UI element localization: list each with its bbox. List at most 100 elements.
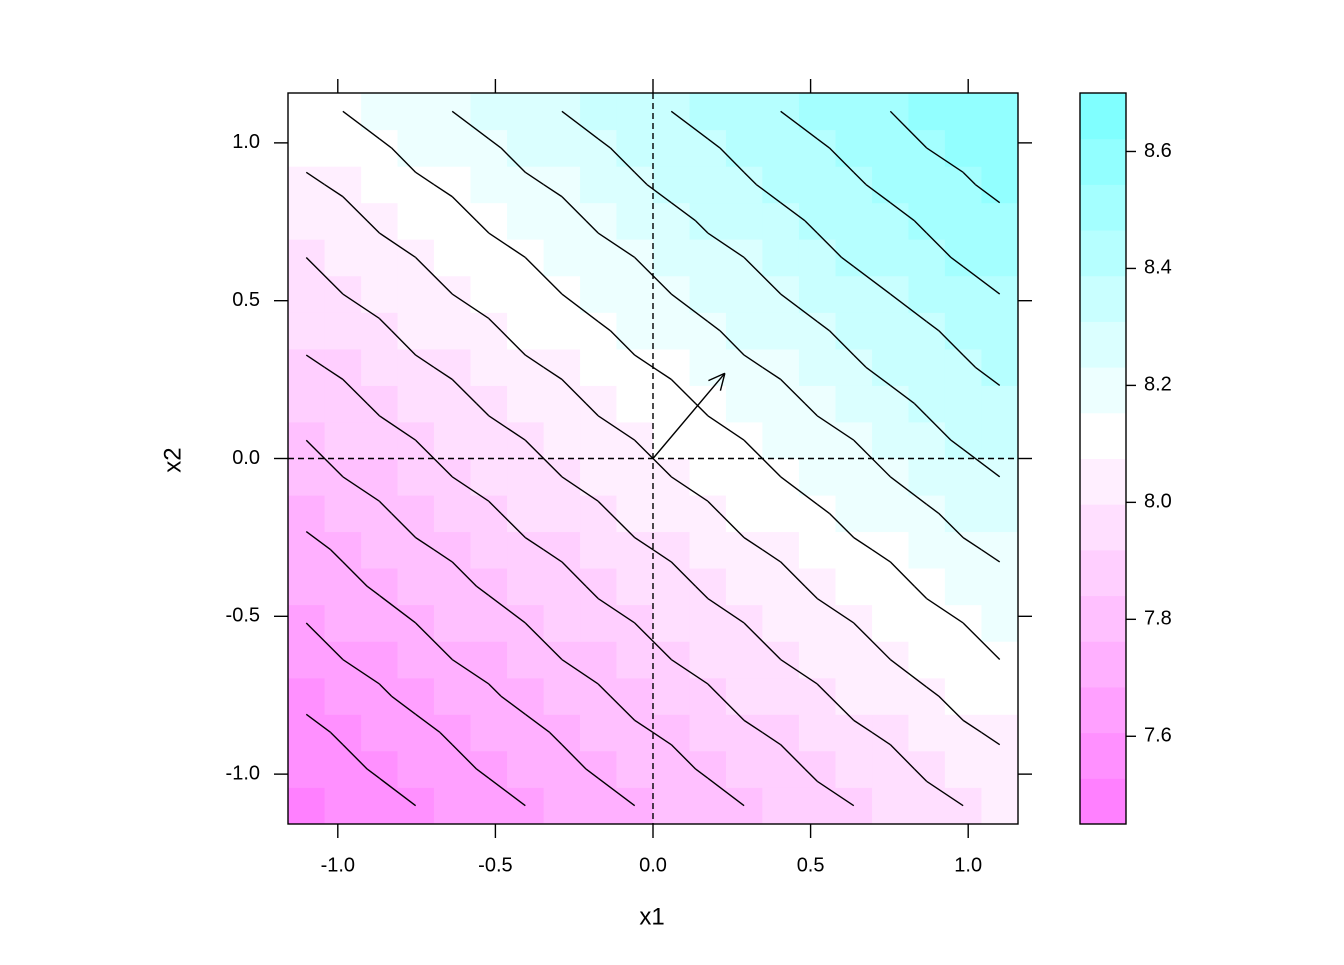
- cell: [653, 495, 691, 533]
- cell: [762, 421, 800, 459]
- contour-line: [415, 713, 441, 734]
- cell: [689, 458, 727, 496]
- contour-line: [962, 354, 976, 368]
- colorkey-band: [1080, 595, 1126, 642]
- cell: [543, 239, 581, 277]
- contour-line: [305, 354, 325, 368]
- cell: [835, 495, 873, 533]
- contour-line: [433, 183, 453, 198]
- cell: [397, 641, 435, 679]
- contour-line: [707, 320, 721, 332]
- cell: [944, 677, 982, 715]
- contour-line: [305, 531, 332, 551]
- cell: [324, 202, 362, 240]
- cell: [397, 787, 435, 825]
- cell: [944, 787, 982, 825]
- cell: [872, 385, 909, 423]
- cell: [981, 93, 1019, 131]
- contour-line: [305, 713, 332, 734]
- cell: [725, 129, 763, 167]
- cell: [288, 93, 326, 131]
- cell: [361, 458, 399, 496]
- cell: [580, 531, 617, 569]
- contour-line: [390, 512, 417, 539]
- cell: [324, 677, 362, 715]
- cell: [944, 495, 982, 533]
- cell: [908, 93, 946, 131]
- cell: [433, 787, 471, 825]
- x-tick-label: 1.0: [954, 854, 982, 876]
- cell: [361, 166, 399, 204]
- cell: [872, 604, 909, 642]
- cell: [470, 604, 508, 642]
- cell: [872, 568, 909, 606]
- cell: [689, 275, 727, 313]
- contour-line: [524, 622, 563, 661]
- cell: [470, 421, 508, 459]
- contour-line: [391, 695, 417, 715]
- contour-line: [390, 330, 417, 356]
- cell: [361, 239, 399, 277]
- contour-line: [330, 731, 344, 746]
- contour-line: [324, 366, 344, 380]
- contour-line: [634, 354, 654, 368]
- cell: [944, 129, 982, 167]
- contour-line: [476, 768, 490, 779]
- cell: [798, 348, 836, 386]
- contour-line: [543, 366, 563, 380]
- contour-line: [476, 403, 490, 417]
- cell: [872, 677, 909, 715]
- cell: [543, 495, 581, 533]
- contour-line: [707, 683, 721, 697]
- contour-line: [938, 512, 964, 539]
- cell: [725, 312, 763, 350]
- contour-line: [379, 232, 417, 259]
- cell: [324, 604, 362, 642]
- cell: [397, 568, 435, 606]
- cell: [507, 129, 545, 167]
- cell: [908, 348, 946, 386]
- y-tick-label: 0.5: [232, 289, 260, 311]
- contour-line: [378, 138, 392, 149]
- contour-line: [761, 731, 782, 746]
- cell: [725, 458, 763, 496]
- contour-line: [962, 537, 982, 551]
- cell: [689, 531, 727, 569]
- cell: [762, 385, 800, 423]
- contour-line: [707, 232, 745, 259]
- cell: [507, 93, 545, 131]
- colorkey-band: [1080, 778, 1126, 825]
- cell: [616, 312, 654, 350]
- cell: [324, 385, 362, 423]
- cell: [288, 750, 326, 788]
- cell: [944, 202, 982, 240]
- cell: [288, 677, 326, 715]
- cell: [908, 166, 946, 204]
- cell: [835, 750, 873, 788]
- cell: [580, 348, 617, 386]
- cell: [653, 750, 691, 788]
- contour-line: [451, 293, 490, 320]
- cell: [397, 275, 435, 313]
- cell: [725, 495, 763, 533]
- cell: [433, 421, 471, 459]
- cell: [981, 202, 1019, 240]
- cell: [397, 495, 435, 533]
- contour-line: [804, 220, 818, 234]
- contour-line: [889, 658, 928, 688]
- contour-line: [853, 354, 867, 368]
- cell: [762, 604, 800, 642]
- cell: [433, 495, 471, 533]
- contour-line: [543, 183, 563, 198]
- arrow: [652, 372, 726, 459]
- cell: [397, 93, 435, 131]
- contour-line: [597, 138, 611, 149]
- contour-line: [597, 320, 611, 332]
- contour-line: [670, 561, 697, 587]
- contour-line: [524, 354, 545, 368]
- x-axis-label: x1: [639, 903, 664, 930]
- contour-line: [743, 171, 757, 186]
- contour-line: [500, 147, 526, 173]
- cell: [835, 641, 873, 679]
- contour-line: [561, 293, 599, 323]
